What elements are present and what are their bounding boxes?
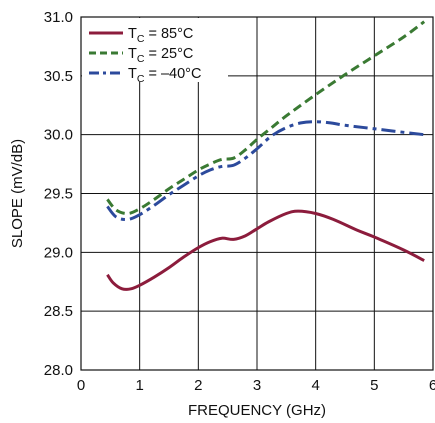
x-tick-label: 4 — [311, 377, 319, 394]
y-tick-label: 28.0 — [44, 362, 73, 379]
plot-frame — [80, 16, 434, 371]
tick-labels: 0 1 2 3 4 5 6 28.0 28.5 29.0 29.5 30.0 30.5 31.0 — [44, 9, 435, 394]
y-tick-label: 28.5 — [44, 303, 73, 320]
series-line-tc-25 — [106, 20, 426, 216]
legend: TC = 85°CTC = 25°CTC = –40°C — [82, 18, 228, 85]
y-tick-label: 30.0 — [44, 127, 73, 144]
series-line-tc-85 — [106, 209, 425, 291]
y-tick-label: 29.5 — [44, 186, 73, 203]
y-tick-label: 31.0 — [44, 9, 73, 26]
y-tick-label: 30.5 — [44, 68, 73, 85]
legend-label: TC = 85°C — [128, 26, 193, 45]
x-axis-title: FREQUENCY (GHz) — [188, 402, 326, 419]
series-group — [106, 20, 426, 291]
legend-label: TC = –40°C — [128, 66, 201, 85]
legend-label: TC = 25°C — [128, 46, 193, 65]
y-axis-title: SLOPE (mV/dB) — [9, 139, 26, 248]
y-tick-label: 29.0 — [44, 244, 73, 261]
x-tick-label: 5 — [370, 377, 378, 394]
legend-background — [82, 18, 228, 82]
x-tick-label: 6 — [429, 377, 435, 394]
x-tick-label: 1 — [135, 377, 143, 394]
x-tick-label: 0 — [77, 377, 85, 394]
x-tick-label: 3 — [253, 377, 261, 394]
series-line-tc-minus-40 — [106, 120, 425, 221]
x-tick-label: 2 — [194, 377, 202, 394]
